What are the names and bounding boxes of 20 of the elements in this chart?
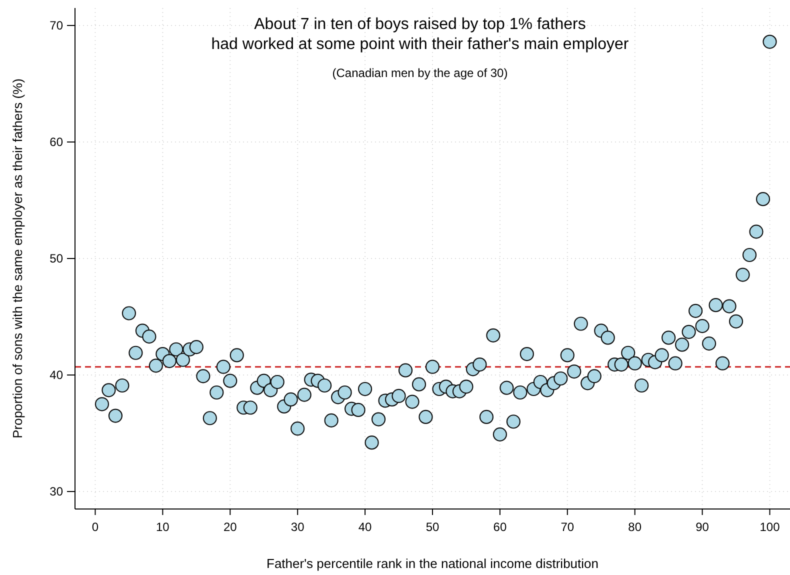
y-tick-label: 70: [50, 18, 64, 32]
x-axis-title: Father's percentile rank in the national income distribution: [266, 556, 598, 571]
x-tick-label: 30: [290, 520, 305, 534]
x-tick-label: 60: [493, 520, 507, 534]
x-tick-label: 0: [92, 520, 99, 534]
y-tick-label: 60: [50, 134, 64, 149]
y-tick-label: 40: [50, 368, 64, 382]
y-axis-title: Proportion of sons with the same employer as their fathers (%): [10, 78, 25, 438]
text: (Canadian men by the age of 30): [332, 66, 508, 80]
y-tick-label: 50: [50, 252, 64, 266]
x-tick-label: 90: [696, 520, 710, 534]
x-tick-label: 70: [560, 520, 574, 534]
y-tick-label: 30: [50, 484, 64, 499]
x-tick-label: 100: [760, 520, 780, 534]
x-tick-label: 40: [358, 520, 372, 534]
text: About 7 in ten of boys raised by top 1% fathers had worked at some point with their father's main employer: [211, 16, 630, 53]
x-tick-label: 10: [156, 520, 170, 534]
x-tick-label: 80: [628, 520, 642, 534]
x-tick-label: 50: [426, 520, 440, 534]
x-tick-label: 20: [223, 520, 238, 534]
